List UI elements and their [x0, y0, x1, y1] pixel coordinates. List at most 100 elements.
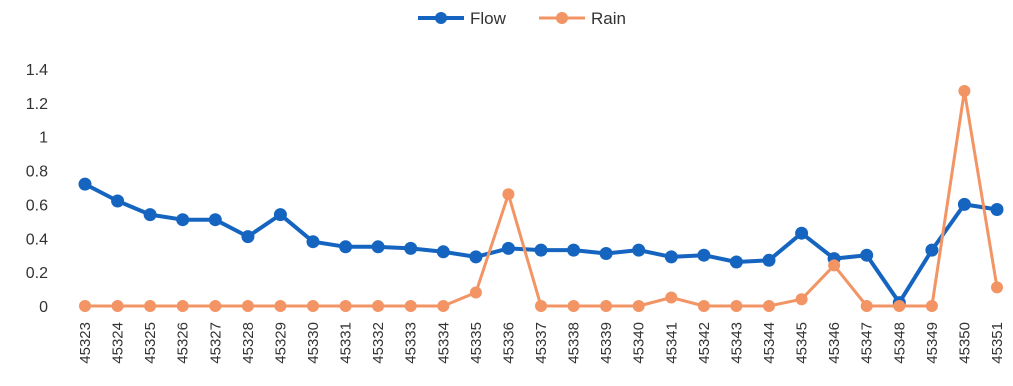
series-flow-point	[599, 247, 613, 260]
series-rain-point	[958, 85, 971, 97]
legend-item-rain: Rain	[539, 9, 626, 28]
series-rain-point	[79, 300, 91, 312]
x-tick-label: 45336	[500, 322, 517, 364]
x-tick-label: 45330	[305, 322, 322, 364]
series-rain-point	[893, 300, 906, 312]
series-flow-point	[957, 197, 971, 211]
series-rain-point	[241, 300, 254, 312]
series-flow-point	[241, 230, 255, 244]
x-tick-label: 45333	[403, 322, 420, 364]
x-tick-label: 45347	[859, 322, 876, 364]
series-rain-point	[600, 300, 613, 312]
series-rain-line	[85, 89, 999, 308]
series-flow-line	[84, 182, 998, 305]
y-axis: 0 0.2 0.4 0.6 0.8 1 1.2 1.4	[26, 62, 48, 316]
legend-rain-marker	[556, 12, 568, 24]
series-rain-point	[307, 300, 319, 312]
series-rain-point	[176, 300, 189, 312]
series-rain-point	[535, 300, 547, 312]
series-rain-point	[828, 259, 841, 272]
series-rain-point	[144, 300, 157, 312]
legend-rain-label: Rain	[591, 9, 626, 28]
x-tick-label: 45349	[924, 322, 941, 364]
x-tick-label: 45334	[435, 322, 452, 364]
series-flow-point	[632, 243, 646, 257]
x-tick-label: 45323	[77, 322, 94, 364]
series-rain-point	[925, 300, 938, 312]
series-flow-point	[371, 240, 385, 254]
series-layer	[78, 85, 1004, 312]
legend-flow-label: Flow	[470, 9, 507, 28]
series-flow-point	[469, 250, 483, 264]
series-rain-point	[404, 300, 417, 312]
series-rain-point	[209, 300, 222, 312]
series-rain-point	[339, 300, 352, 312]
series-flow-point	[697, 248, 711, 262]
series-rain-point	[697, 300, 710, 312]
series-flow	[78, 177, 1004, 310]
x-tick-label: 45350	[956, 322, 973, 364]
y-tick-label: 0.2	[26, 265, 48, 282]
series-rain-point	[469, 286, 482, 299]
x-tick-label: 45324	[110, 322, 127, 364]
series-rain-point	[111, 300, 124, 312]
series-rain-point	[763, 300, 775, 312]
x-tick-label: 45328	[240, 322, 257, 364]
y-tick-label: 0.4	[26, 231, 48, 248]
x-tick-label: 45344	[761, 322, 778, 364]
series-rain-point	[274, 300, 287, 312]
legend-flow-marker	[435, 12, 447, 24]
series-rain-point	[437, 300, 450, 312]
y-tick-label: 0.8	[26, 164, 48, 181]
x-tick-label: 45342	[696, 322, 713, 364]
x-tick-label: 45329	[272, 322, 289, 364]
x-tick-label: 45332	[370, 322, 387, 364]
y-tick-label: 0	[39, 299, 48, 316]
y-tick-label: 1.2	[26, 96, 48, 113]
series-rain-point	[991, 281, 1003, 294]
series-rain-point	[795, 293, 808, 306]
x-tick-label: 45326	[175, 322, 192, 364]
x-tick-label: 45327	[207, 322, 224, 364]
x-tick-label: 45331	[338, 322, 355, 364]
series-rain-point	[567, 300, 580, 312]
x-tick-label: 45343	[728, 322, 745, 364]
x-tick-label: 45351	[989, 322, 1006, 364]
series-flow-point	[339, 240, 353, 254]
y-tick-label: 0.6	[26, 197, 48, 214]
x-tick-label: 45341	[663, 322, 680, 364]
x-tick-label: 45325	[142, 322, 159, 364]
x-tick-label: 45338	[566, 322, 583, 364]
series-rain-point	[665, 291, 678, 304]
series-flow-point	[534, 243, 548, 257]
x-tick-label: 45337	[533, 322, 550, 364]
series-flow-point	[762, 253, 776, 267]
series-rain-point	[730, 300, 743, 312]
series-flow-point	[78, 177, 92, 191]
x-axis: 45323 45324 45325 45326 45327 45328 45329 45330…	[77, 322, 1006, 364]
series-rain-point	[860, 300, 873, 312]
series-flow-point	[111, 194, 125, 208]
series-rain-point	[502, 188, 515, 201]
series-flow-point	[404, 241, 418, 255]
series-flow-point	[664, 250, 678, 264]
x-tick-label: 45348	[891, 322, 908, 364]
series-flow-point	[795, 226, 809, 240]
x-tick-label: 45346	[826, 322, 843, 364]
series-flow-point	[306, 235, 320, 249]
series-flow-point	[729, 255, 743, 269]
legend-item-flow: Flow	[418, 9, 507, 28]
series-rain-point	[632, 300, 645, 312]
series-flow-point	[567, 243, 581, 257]
series-rain	[79, 85, 1003, 312]
series-flow-point	[990, 203, 1004, 216]
x-tick-label: 45345	[794, 322, 811, 364]
y-tick-label: 1	[39, 130, 48, 147]
series-flow-point	[143, 208, 157, 222]
series-flow-point	[925, 243, 939, 257]
x-tick-label: 45339	[598, 322, 615, 364]
x-tick-label: 45340	[631, 322, 648, 364]
series-flow-point	[501, 241, 515, 255]
x-tick-label: 45335	[468, 322, 485, 364]
